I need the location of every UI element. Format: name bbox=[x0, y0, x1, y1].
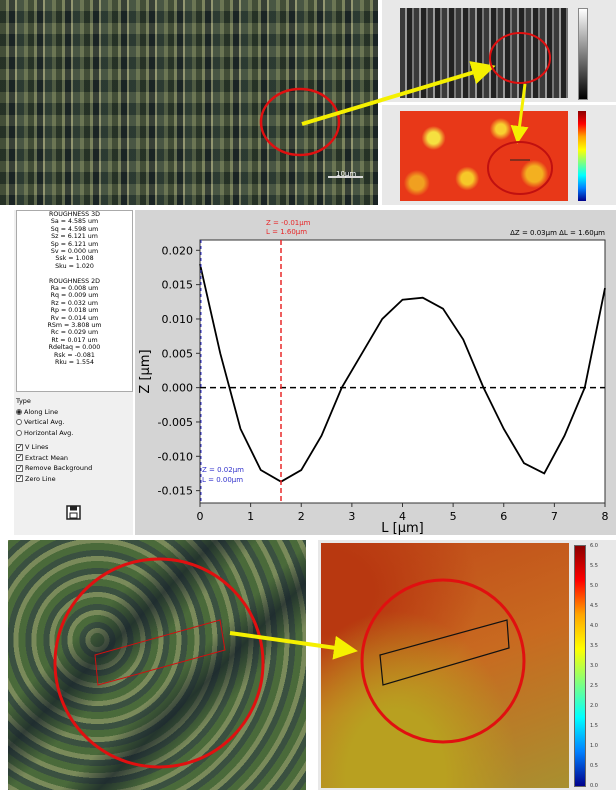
zoom-image bbox=[8, 540, 306, 790]
intensity-view bbox=[382, 0, 616, 102]
radio-label: Horizontal Avg. bbox=[24, 429, 73, 437]
radio bbox=[16, 419, 22, 425]
checkbox-label: Remove Background bbox=[25, 464, 92, 472]
roughness-line: Ssk = 1.008 bbox=[17, 255, 132, 262]
checkbox-option[interactable]: ✓Zero Line bbox=[16, 474, 92, 485]
radio-label: Along Line bbox=[24, 408, 58, 416]
y-tick-label: 0.005 bbox=[162, 347, 194, 360]
colorbar-label: 0.0 bbox=[590, 783, 598, 789]
y-tick-label: 0.010 bbox=[162, 313, 194, 326]
checkbox-option[interactable]: ✓Extract Mean bbox=[16, 453, 92, 464]
radio-option[interactable]: Along Line bbox=[16, 407, 92, 418]
roughness-line: Rz = 0.032 um bbox=[17, 300, 132, 307]
roughness-line: Sz = 6.121 um bbox=[17, 233, 132, 240]
colorbar-label: 3.5 bbox=[590, 643, 598, 649]
checkbox: ✓ bbox=[16, 465, 23, 472]
colorbar-label: 6.0 bbox=[590, 543, 598, 549]
y-tick-label: 0.020 bbox=[162, 244, 194, 257]
colorbar-label: 1.0 bbox=[590, 743, 598, 749]
checkbox-label: Extract Mean bbox=[25, 454, 68, 462]
radio-label: Vertical Avg. bbox=[24, 418, 65, 426]
roughness-line: ROUGHNESS 3D bbox=[17, 211, 132, 218]
roughness-line: Sp = 6.121 um bbox=[17, 241, 132, 248]
roughness-line: Sa = 4.585 um bbox=[17, 218, 132, 225]
roughness-line: Rv = 0.014 um bbox=[17, 315, 132, 322]
x-tick-label: 5 bbox=[450, 510, 457, 523]
zoom-depth-image bbox=[321, 543, 569, 788]
colorbar-label: 4.5 bbox=[590, 603, 598, 609]
y-tick-label: -0.010 bbox=[158, 450, 193, 463]
intensity-image bbox=[400, 8, 568, 98]
colorbar-label: 1.5 bbox=[590, 723, 598, 729]
y-tick-label: -0.015 bbox=[158, 485, 193, 498]
checkbox: ✓ bbox=[16, 475, 23, 482]
profile-chart: 0.020 0.015 0.010 0.005 0.000 -0.005 -0.010 -0.… bbox=[135, 210, 616, 535]
scale-label: 10µm bbox=[336, 170, 356, 178]
radio bbox=[16, 430, 22, 436]
radio-option[interactable]: Vertical Avg. bbox=[16, 417, 92, 428]
colorbar-label: 2.5 bbox=[590, 683, 598, 689]
roughness-line: Ra = 0.008 um bbox=[17, 285, 132, 292]
colorbar bbox=[578, 111, 586, 201]
roughness-line: Rq = 0.009 um bbox=[17, 292, 132, 299]
microscope-image: 10µm bbox=[0, 0, 378, 205]
colorbar bbox=[578, 8, 588, 100]
checkbox-label: Zero Line bbox=[25, 475, 56, 483]
x-tick-label: 3 bbox=[348, 510, 355, 523]
red-cursor-label: L = 1.60µm bbox=[266, 228, 307, 236]
roughness-line: Rc = 0.029 um bbox=[17, 329, 132, 336]
colorbar-label: 4.0 bbox=[590, 623, 598, 629]
blue-cursor-label: L = 0.00µm bbox=[202, 476, 243, 484]
x-tick-label: 8 bbox=[602, 510, 609, 523]
page: 10µm ROUGHNESS 3DSa = 4.585 umSq = 4.598… bbox=[0, 0, 616, 794]
x-tick-label: 1 bbox=[247, 510, 254, 523]
colorbar-label: 0.5 bbox=[590, 763, 598, 769]
roughness-line: ROUGHNESS 2D bbox=[17, 278, 132, 285]
y-tick-label: 0.015 bbox=[162, 279, 194, 292]
checkbox: ✓ bbox=[16, 454, 23, 461]
group-title: Type bbox=[16, 396, 92, 407]
y-tick-label: -0.005 bbox=[158, 416, 193, 429]
colorbar-label: 5.5 bbox=[590, 563, 598, 569]
x-tick-label: 7 bbox=[551, 510, 558, 523]
y-tick-label: 0.000 bbox=[162, 382, 194, 395]
roughness-line: Rdeltaq = 0.000 bbox=[17, 344, 132, 351]
roughness-line: Sku = 1.020 bbox=[17, 263, 132, 270]
checkbox-label: V Lines bbox=[25, 443, 48, 451]
colorbar bbox=[574, 545, 586, 787]
depth-image bbox=[400, 111, 568, 201]
red-cursor-label: Z = -0.01µm bbox=[266, 219, 311, 227]
x-tick-label: 6 bbox=[500, 510, 507, 523]
colorbar-label: 5.0 bbox=[590, 583, 598, 589]
x-tick-label: 2 bbox=[298, 510, 305, 523]
roughness-line: Rsk = -0.081 bbox=[17, 352, 132, 359]
blue-cursor-label: Z = 0.02µm bbox=[202, 466, 244, 474]
delta-label: ΔZ = 0.03µm ΔL = 1.60µm bbox=[510, 229, 605, 237]
roughness-line: Sq = 4.598 um bbox=[17, 226, 132, 233]
radio bbox=[16, 409, 22, 415]
zoom-depth-view: 6.0 5.5 5.0 4.5 4.0 3.5 3.0 2.5 2.0 1.5 1.0 0.5 0.0 bbox=[318, 540, 616, 790]
roughness-line: Rp = 0.018 um bbox=[17, 307, 132, 314]
roughness-line: Rt = 0.017 um bbox=[17, 337, 132, 344]
roughness-line: RSm = 3.808 um bbox=[17, 322, 132, 329]
colorbar-label: 2.0 bbox=[590, 703, 598, 709]
roughness-line: Rku = 1.554 bbox=[17, 359, 132, 366]
colorbar-label: 3.0 bbox=[590, 663, 598, 669]
checkbox-option[interactable]: ✓Remove Background bbox=[16, 463, 92, 474]
roughness-line: Sv = 0.000 um bbox=[17, 248, 132, 255]
radio-option[interactable]: Horizontal Avg. bbox=[16, 428, 92, 439]
y-axis-label: Z [µm] bbox=[138, 349, 153, 393]
checkbox: ✓ bbox=[16, 444, 23, 451]
x-axis-label: L [µm] bbox=[381, 521, 423, 535]
x-tick-label: 0 bbox=[197, 510, 204, 523]
save-button[interactable] bbox=[66, 505, 81, 520]
spacer bbox=[17, 270, 132, 277]
plot-area bbox=[200, 240, 605, 503]
depth-view bbox=[382, 105, 616, 205]
checkbox-option[interactable]: ✓V Lines bbox=[16, 442, 92, 453]
